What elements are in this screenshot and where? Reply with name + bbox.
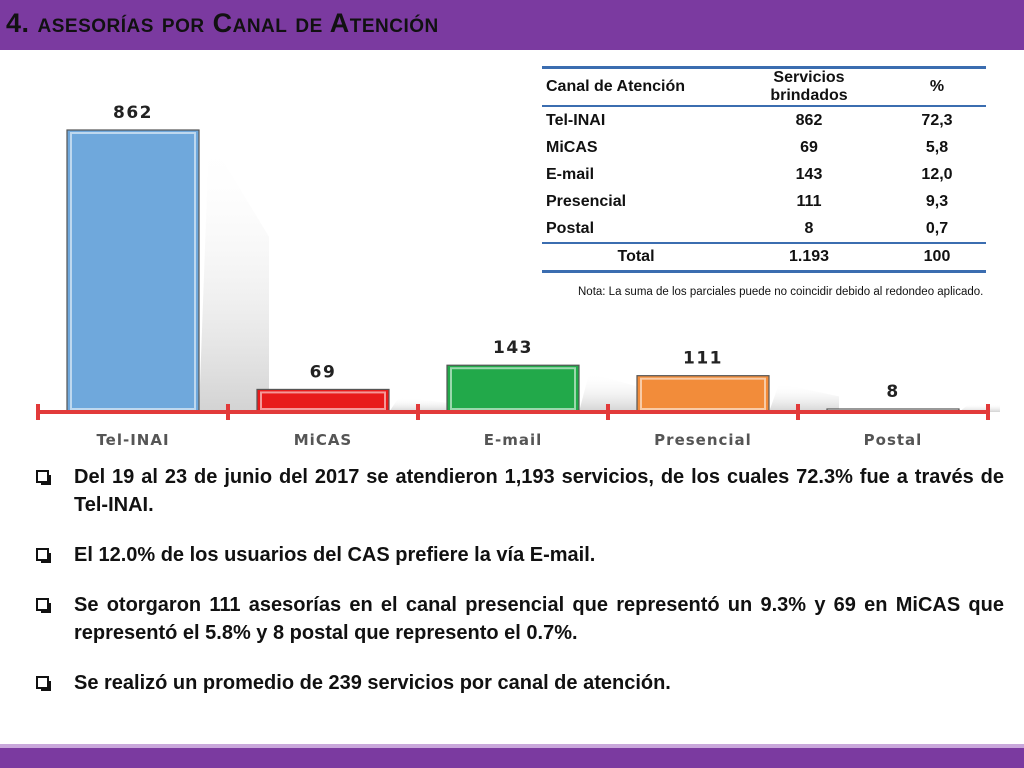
cell-services: 862: [795, 111, 823, 129]
bar-chart: 862 69 143 111 8 Tel-INAI MiCAS E-mail Presenci…: [36, 103, 1000, 449]
bar-highlight: [640, 377, 766, 410]
table-header-row: Canal de Atención Servicios brindados %: [542, 66, 986, 107]
table-note: Nota: La suma de los parciales puede no …: [578, 286, 984, 298]
bar-shadow: [199, 138, 269, 412]
total-services: 1.193: [730, 242, 888, 273]
cell-channel: MiCAS: [546, 138, 598, 156]
bullet-item: Del 19 al 23 de junio del 2017 se atendi…: [36, 463, 1004, 519]
bullet-list: Del 19 al 23 de junio del 2017 se atendi…: [36, 463, 1004, 719]
services-table: Canal de Atención Servicios brindados % …: [542, 66, 986, 273]
footer-bar: [0, 748, 1024, 768]
checkbox-bullet-icon: [36, 548, 51, 563]
header-services: Servicios brindados: [730, 66, 888, 107]
category-label: Tel-INAI: [96, 431, 169, 449]
cell-percent: 72,3: [921, 111, 953, 129]
table-total-row: Total 1.193 100: [542, 242, 986, 273]
bar-shadow: [579, 373, 649, 412]
total-percent: 100: [888, 242, 986, 273]
checkbox-bullet-icon: [36, 676, 51, 691]
total-label: Total: [542, 242, 730, 273]
bar-e-mail: [446, 364, 580, 413]
table-row: Postal 8 0,7: [542, 215, 986, 243]
checkbox-bullet-icon: [36, 470, 51, 485]
bar-shadow: [769, 383, 839, 412]
bullet-text: Del 19 al 23 de junio del 2017 se atendi…: [74, 466, 1004, 516]
footer-stripe: [0, 744, 1024, 748]
bar-highlight: [450, 367, 576, 411]
data-label: 69: [310, 362, 337, 382]
data-label: 8: [886, 382, 899, 402]
cell-channel: Tel-INAI: [546, 111, 606, 129]
bar-highlight: [70, 132, 196, 410]
cell-percent: 9,3: [925, 192, 949, 210]
header-channel: Canal de Atención: [542, 66, 730, 107]
cell-channel: Presencial: [546, 192, 627, 210]
table-row: Presencial 111 9,3: [542, 188, 986, 215]
cell-services: 143: [795, 165, 823, 183]
bullet-text: Se realizó un promedio de 239 servicios …: [74, 672, 671, 694]
table-row: Tel-INAI 862 72,3: [542, 106, 986, 134]
bar-highlight: [260, 391, 386, 410]
checkbox-bullet-icon: [36, 598, 51, 613]
title-bar: 4. asesorías por Canal de Atención: [0, 0, 1024, 50]
data-label: 862: [113, 103, 153, 123]
header-percent: %: [888, 66, 986, 107]
data-label: 143: [493, 338, 533, 358]
category-label: Presencial: [654, 431, 752, 449]
cell-services: 111: [796, 192, 822, 210]
data-label: 111: [683, 349, 723, 369]
category-label: E-mail: [484, 431, 543, 449]
cell-services: 8: [804, 219, 814, 237]
bullet-item: El 12.0% de los usuarios del CAS prefier…: [36, 541, 1004, 569]
bar-shadow: [389, 397, 459, 412]
bullet-item: Se otorgaron 111 asesorías en el canal p…: [36, 591, 1004, 647]
table-row: E-mail 143 12,0: [542, 161, 986, 188]
bullet-text: Se otorgaron 111 asesorías en el canal p…: [74, 594, 1004, 644]
cell-channel: E-mail: [546, 165, 595, 183]
bullet-item: Se realizó un promedio de 239 servicios …: [36, 669, 1004, 697]
bullet-text: El 12.0% de los usuarios del CAS prefier…: [74, 544, 596, 566]
cell-services: 69: [800, 138, 818, 156]
cell-percent: 0,7: [925, 219, 949, 237]
category-label: Postal: [864, 431, 923, 449]
bar-tel-inai: [66, 129, 200, 413]
cell-channel: Postal: [546, 219, 595, 237]
table-row: MiCAS 69 5,8: [542, 134, 986, 161]
category-label: MiCAS: [294, 431, 353, 449]
bar-presencial: [636, 375, 770, 413]
slide-title: 4. asesorías por Canal de Atención: [6, 8, 439, 38]
cell-percent: 5,8: [925, 138, 949, 156]
cell-percent: 12,0: [921, 165, 953, 183]
